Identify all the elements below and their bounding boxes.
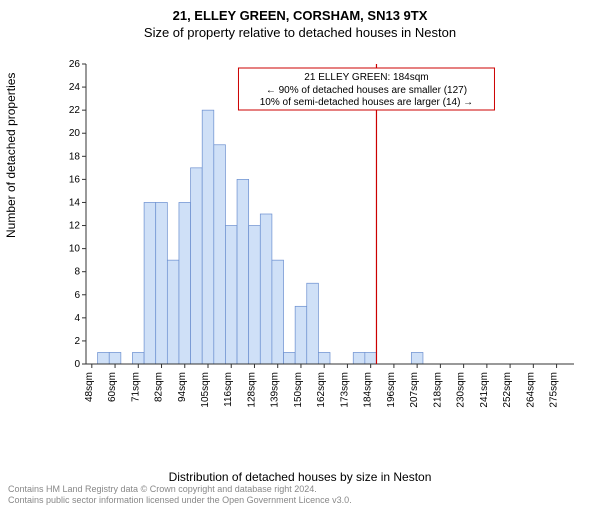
svg-text:16: 16 [69,174,81,185]
svg-text:116sqm: 116sqm [223,372,234,407]
svg-text:← 90% of detached houses are s: ← 90% of detached houses are smaller (12… [266,85,467,96]
svg-text:230sqm: 230sqm [456,372,467,408]
svg-text:218sqm: 218sqm [432,372,443,408]
svg-text:252sqm: 252sqm [502,372,513,408]
svg-text:26: 26 [69,59,81,70]
footer-line1: Contains HM Land Registry data © Crown c… [8,484,592,495]
svg-text:20: 20 [69,128,81,139]
footer-line2: Contains public sector information licen… [8,495,592,506]
svg-text:21 ELLEY GREEN: 184sqm: 21 ELLEY GREEN: 184sqm [304,72,428,83]
svg-text:24: 24 [69,82,81,93]
svg-text:0: 0 [74,359,80,370]
svg-text:105sqm: 105sqm [200,372,211,408]
svg-text:6: 6 [74,290,80,301]
svg-text:82sqm: 82sqm [154,372,165,402]
svg-text:10: 10 [69,244,81,255]
svg-text:71sqm: 71sqm [130,372,141,402]
svg-text:207sqm: 207sqm [409,372,420,408]
histogram-svg: 0246810121416182022242648sqm60sqm71sqm82… [60,58,580,418]
svg-text:4: 4 [74,313,80,324]
svg-text:48sqm: 48sqm [84,372,95,402]
y-axis-label: Number of detached properties [4,73,18,238]
svg-text:18: 18 [69,151,81,162]
svg-text:139sqm: 139sqm [270,372,281,408]
svg-text:241sqm: 241sqm [479,372,490,408]
svg-text:2: 2 [74,336,80,347]
svg-text:22: 22 [69,105,81,116]
plot-area: 0246810121416182022242648sqm60sqm71sqm82… [60,58,580,418]
svg-text:12: 12 [69,221,81,232]
svg-text:8: 8 [74,267,80,278]
svg-text:264sqm: 264sqm [525,372,536,408]
svg-text:14: 14 [69,197,81,208]
svg-text:173sqm: 173sqm [339,372,350,408]
footer-attribution: Contains HM Land Registry data © Crown c… [8,484,592,506]
svg-text:162sqm: 162sqm [316,372,327,408]
svg-text:196sqm: 196sqm [386,372,397,408]
svg-text:150sqm: 150sqm [293,372,304,408]
chart-container: 21, ELLEY GREEN, CORSHAM, SN13 9TX Size … [0,8,600,508]
svg-text:94sqm: 94sqm [177,372,188,402]
svg-text:10% of semi-detached houses ar: 10% of semi-detached houses are larger (… [260,97,473,108]
page-title-address: 21, ELLEY GREEN, CORSHAM, SN13 9TX [0,8,600,23]
svg-text:60sqm: 60sqm [107,372,118,402]
x-axis-label: Distribution of detached houses by size … [0,470,600,484]
svg-text:128sqm: 128sqm [246,372,257,408]
svg-text:275sqm: 275sqm [549,372,560,408]
svg-text:184sqm: 184sqm [363,372,374,408]
page-subtitle: Size of property relative to detached ho… [0,25,600,40]
